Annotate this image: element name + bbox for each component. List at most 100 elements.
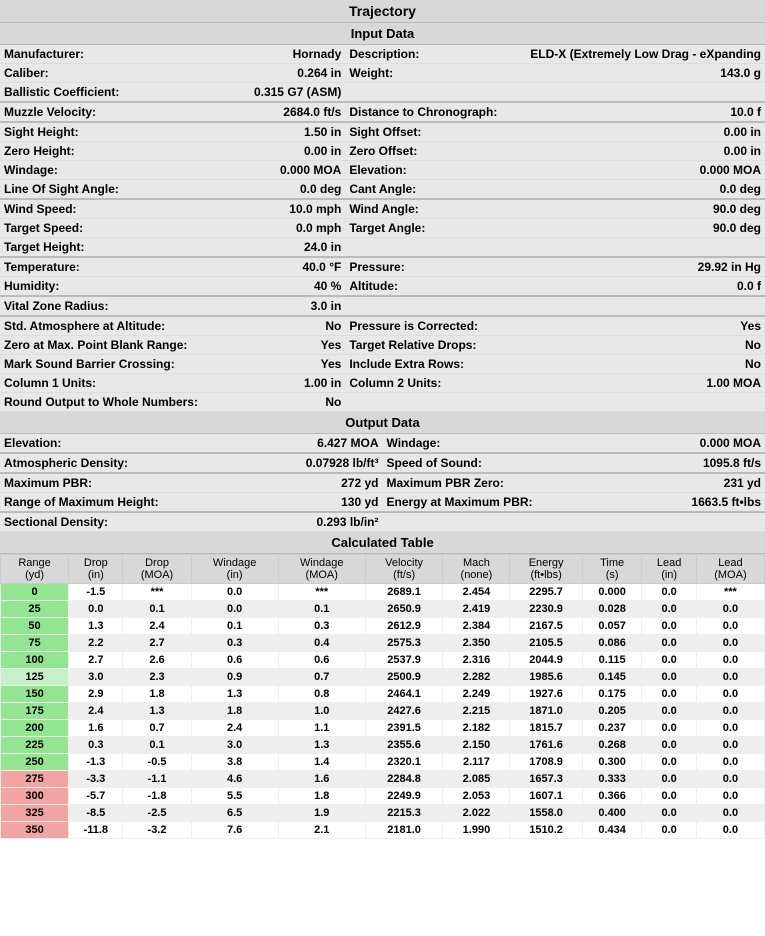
field-value: 0.293 lb/in² — [201, 512, 382, 532]
data-cell: 7.6 — [191, 822, 278, 839]
field-value: 0.0 deg — [202, 180, 345, 200]
data-cell: 0.400 — [582, 805, 642, 822]
data-cell: 2249.9 — [365, 788, 443, 805]
field-value: No — [202, 316, 345, 336]
data-cell: 2181.0 — [365, 822, 443, 839]
data-cell: 0.057 — [582, 618, 642, 635]
data-cell: 0.434 — [582, 822, 642, 839]
data-cell: 3.0 — [191, 737, 278, 754]
data-cell: 0.145 — [582, 669, 642, 686]
data-cell: 0.0 — [696, 686, 764, 703]
data-cell: 1985.6 — [510, 669, 582, 686]
field-value — [526, 393, 765, 412]
data-cell: 0.0 — [696, 771, 764, 788]
trajectory-title: Trajectory — [0, 0, 765, 23]
data-cell: 2689.1 — [365, 584, 443, 601]
data-cell: 0.0 — [696, 652, 764, 669]
data-cell: -0.5 — [123, 754, 191, 771]
table-row: 300-5.7-1.85.51.82249.92.0531607.10.3660… — [1, 788, 765, 805]
data-cell: 1815.7 — [510, 720, 582, 737]
data-cell: 2464.1 — [365, 686, 443, 703]
field-label — [345, 393, 526, 412]
data-cell: 0.1 — [123, 601, 191, 618]
field-value: 1.50 in — [202, 122, 345, 142]
field-label: Column 2 Units: — [345, 374, 526, 393]
field-label: Energy at Maximum PBR: — [382, 493, 583, 513]
field-label: Target Relative Drops: — [345, 336, 526, 355]
data-cell: -1.8 — [123, 788, 191, 805]
table-row: 350-11.8-3.27.62.12181.01.9901510.20.434… — [1, 822, 765, 839]
data-cell: -3.2 — [123, 822, 191, 839]
table-row: 2001.60.72.41.12391.52.1821815.70.2370.0… — [1, 720, 765, 737]
data-cell: 0.9 — [191, 669, 278, 686]
column-header: Lead(MOA) — [696, 555, 764, 584]
data-cell: 1558.0 — [510, 805, 582, 822]
data-cell: 2427.6 — [365, 703, 443, 720]
data-cell: 1.9 — [278, 805, 365, 822]
column-header: Windage(in) — [191, 555, 278, 584]
data-cell: 0.1 — [123, 737, 191, 754]
data-cell: 2.249 — [443, 686, 510, 703]
data-cell: 2.117 — [443, 754, 510, 771]
data-cell: 0.1 — [191, 618, 278, 635]
data-cell: -3.3 — [69, 771, 123, 788]
field-label: Altitude: — [345, 277, 526, 297]
field-value: 0.000 MOA — [526, 161, 765, 180]
data-cell: 0.0 — [696, 601, 764, 618]
field-label: Wind Angle: — [345, 199, 526, 219]
data-cell: 2.2 — [69, 635, 123, 652]
data-cell: 1.8 — [278, 788, 365, 805]
field-value: 10.0 f — [526, 102, 765, 122]
data-cell: 0.0 — [642, 618, 696, 635]
data-cell: 0.0 — [696, 618, 764, 635]
range-cell: 300 — [1, 788, 69, 805]
data-cell: -1.3 — [69, 754, 123, 771]
field-label: Pressure: — [345, 257, 526, 277]
field-value: 2684.0 ft/s — [202, 102, 345, 122]
data-cell: 2.316 — [443, 652, 510, 669]
data-cell: 0.3 — [69, 737, 123, 754]
field-label: Std. Atmosphere at Altitude: — [0, 316, 202, 336]
range-cell: 175 — [1, 703, 69, 720]
data-cell: 1.1 — [278, 720, 365, 737]
data-cell: 2.4 — [69, 703, 123, 720]
field-label — [382, 512, 583, 532]
field-label: Range of Maximum Height: — [0, 493, 201, 513]
data-cell: 3.8 — [191, 754, 278, 771]
field-value: ELD-X (Extremely Low Drag - eXpanding — [526, 45, 765, 64]
field-label: Distance to Chronograph: — [345, 102, 526, 122]
data-cell: 1.8 — [191, 703, 278, 720]
data-cell: 0.0 — [69, 601, 123, 618]
field-label: Weight: — [345, 64, 526, 83]
data-cell: 2391.5 — [365, 720, 443, 737]
range-cell: 100 — [1, 652, 69, 669]
data-cell: 1607.1 — [510, 788, 582, 805]
range-cell: 200 — [1, 720, 69, 737]
field-value: 143.0 g — [526, 64, 765, 83]
table-row: 250-1.3-0.53.81.42320.12.1171708.90.3000… — [1, 754, 765, 771]
field-value: 40 % — [202, 277, 345, 297]
data-cell: 0.237 — [582, 720, 642, 737]
data-cell: 0.0 — [642, 754, 696, 771]
output-data-title: Output Data — [0, 412, 765, 434]
field-label: Zero Offset: — [345, 142, 526, 161]
data-cell: 2.3 — [123, 669, 191, 686]
column-header: Velocity(ft/s) — [365, 555, 443, 584]
data-cell: 0.028 — [582, 601, 642, 618]
data-cell: 0.300 — [582, 754, 642, 771]
field-label: Caliber: — [0, 64, 202, 83]
data-cell: 0.0 — [642, 652, 696, 669]
field-label: Line Of Sight Angle: — [0, 180, 202, 200]
data-cell: 2320.1 — [365, 754, 443, 771]
data-cell: -2.5 — [123, 805, 191, 822]
table-row: 250.00.10.00.12650.92.4192230.90.0280.00… — [1, 601, 765, 618]
data-cell: -1.5 — [69, 584, 123, 601]
data-cell: 2.4 — [123, 618, 191, 635]
data-cell: 0.0 — [642, 805, 696, 822]
field-value: 0.07928 lb/ft³ — [201, 453, 382, 473]
data-cell: 1657.3 — [510, 771, 582, 788]
data-cell: 6.5 — [191, 805, 278, 822]
data-cell: 0.0 — [642, 737, 696, 754]
data-cell: 0.086 — [582, 635, 642, 652]
data-cell: 2.215 — [443, 703, 510, 720]
